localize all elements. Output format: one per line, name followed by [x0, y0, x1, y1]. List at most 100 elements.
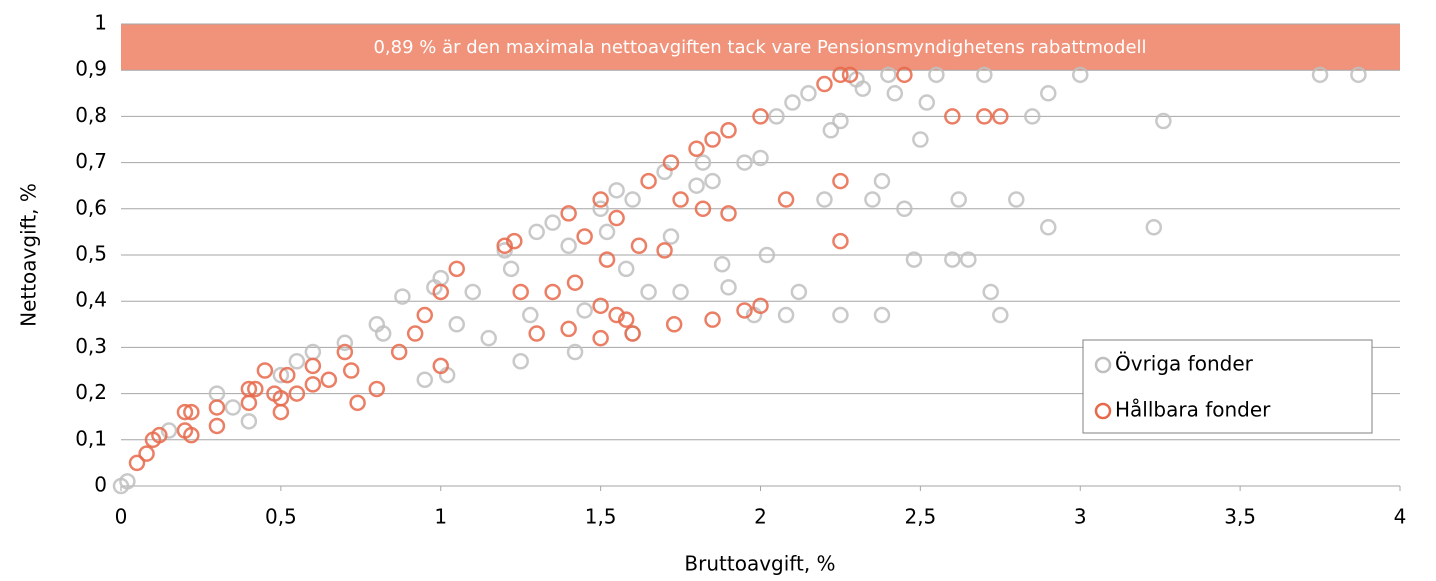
- point: [320, 371, 338, 388]
- point: [704, 311, 721, 328]
- point: [694, 154, 712, 171]
- point: [592, 191, 609, 208]
- point: [336, 334, 354, 352]
- point: [208, 417, 226, 435]
- point: [374, 325, 392, 342]
- point: [336, 343, 354, 361]
- point: [598, 223, 616, 241]
- point: [768, 108, 785, 125]
- point: [896, 200, 913, 218]
- y-tick-label: 0,6: [75, 195, 107, 219]
- point: [416, 371, 434, 388]
- point: [992, 306, 1009, 324]
- point: [560, 205, 577, 222]
- point: [950, 191, 967, 208]
- point: [736, 154, 753, 171]
- point: [448, 260, 465, 278]
- point: [566, 343, 584, 361]
- point: [1311, 66, 1329, 84]
- point: [752, 108, 769, 125]
- point: [841, 66, 859, 84]
- point: [1350, 66, 1367, 84]
- point: [976, 66, 993, 84]
- x-tick-label: 0,5: [265, 505, 297, 529]
- point: [240, 413, 258, 430]
- legend-marker: [1094, 356, 1112, 374]
- y-tick-label: 0,4: [75, 288, 107, 312]
- point: [1072, 66, 1089, 84]
- point: [713, 255, 731, 273]
- point: [784, 94, 801, 111]
- point: [816, 191, 833, 208]
- point: [662, 228, 680, 245]
- point: [224, 399, 242, 416]
- point: [672, 191, 689, 208]
- y-axis-label: Nettoavgift, %: [17, 183, 41, 327]
- point: [944, 251, 961, 268]
- legend-box: [1082, 339, 1373, 434]
- point: [448, 316, 465, 333]
- point: [208, 399, 226, 416]
- point: [288, 353, 306, 370]
- point: [912, 131, 929, 148]
- x-tick-label: 2,5: [904, 505, 936, 529]
- point: [880, 66, 897, 84]
- point: [886, 85, 904, 102]
- y-tick-label: 0,9: [75, 57, 107, 81]
- point: [1024, 108, 1041, 125]
- point: [512, 353, 529, 370]
- point: [1040, 219, 1057, 236]
- point: [960, 251, 977, 268]
- point: [656, 242, 673, 259]
- point: [608, 209, 625, 227]
- point: [752, 149, 769, 167]
- point: [240, 394, 258, 412]
- point: [432, 283, 449, 301]
- point: [502, 260, 520, 278]
- y-tick-label: 0,5: [75, 242, 107, 266]
- point: [720, 205, 737, 222]
- point: [560, 320, 577, 338]
- point: [630, 237, 648, 255]
- point: [598, 251, 616, 268]
- point: [560, 237, 577, 255]
- point: [512, 283, 529, 301]
- point: [976, 108, 993, 125]
- y-tick-label: 0: [94, 473, 107, 497]
- point: [608, 306, 625, 324]
- annotation-banner: [121, 24, 1400, 70]
- point: [704, 131, 721, 148]
- point: [777, 306, 795, 324]
- point: [1145, 219, 1163, 236]
- point: [406, 325, 424, 342]
- point: [873, 306, 891, 324]
- x-tick-label: 2: [754, 505, 767, 529]
- point: [160, 422, 178, 439]
- point: [832, 232, 849, 250]
- point: [777, 191, 795, 208]
- point: [151, 426, 168, 444]
- point: [928, 66, 945, 84]
- point: [873, 172, 891, 190]
- point: [1040, 85, 1057, 102]
- point: [758, 246, 776, 264]
- point: [905, 251, 923, 268]
- x-tick-label: 0: [115, 505, 128, 529]
- x-tick-label: 3: [1074, 505, 1087, 529]
- point: [576, 302, 593, 319]
- annotation: 0,89 % är den maximala nettoavgiften tac…: [373, 37, 1146, 58]
- point: [832, 66, 849, 84]
- y-tick-label: 0,1: [75, 426, 107, 450]
- point: [736, 302, 753, 319]
- point: [672, 283, 689, 301]
- y-tick-label: 0,8: [75, 103, 107, 127]
- point: [1155, 112, 1172, 130]
- point: [390, 343, 408, 361]
- x-tick-label: 4: [1394, 505, 1407, 529]
- point: [128, 454, 146, 472]
- point: [394, 288, 411, 305]
- point: [522, 306, 539, 324]
- point: [704, 172, 721, 190]
- point: [832, 306, 849, 324]
- point: [790, 283, 808, 301]
